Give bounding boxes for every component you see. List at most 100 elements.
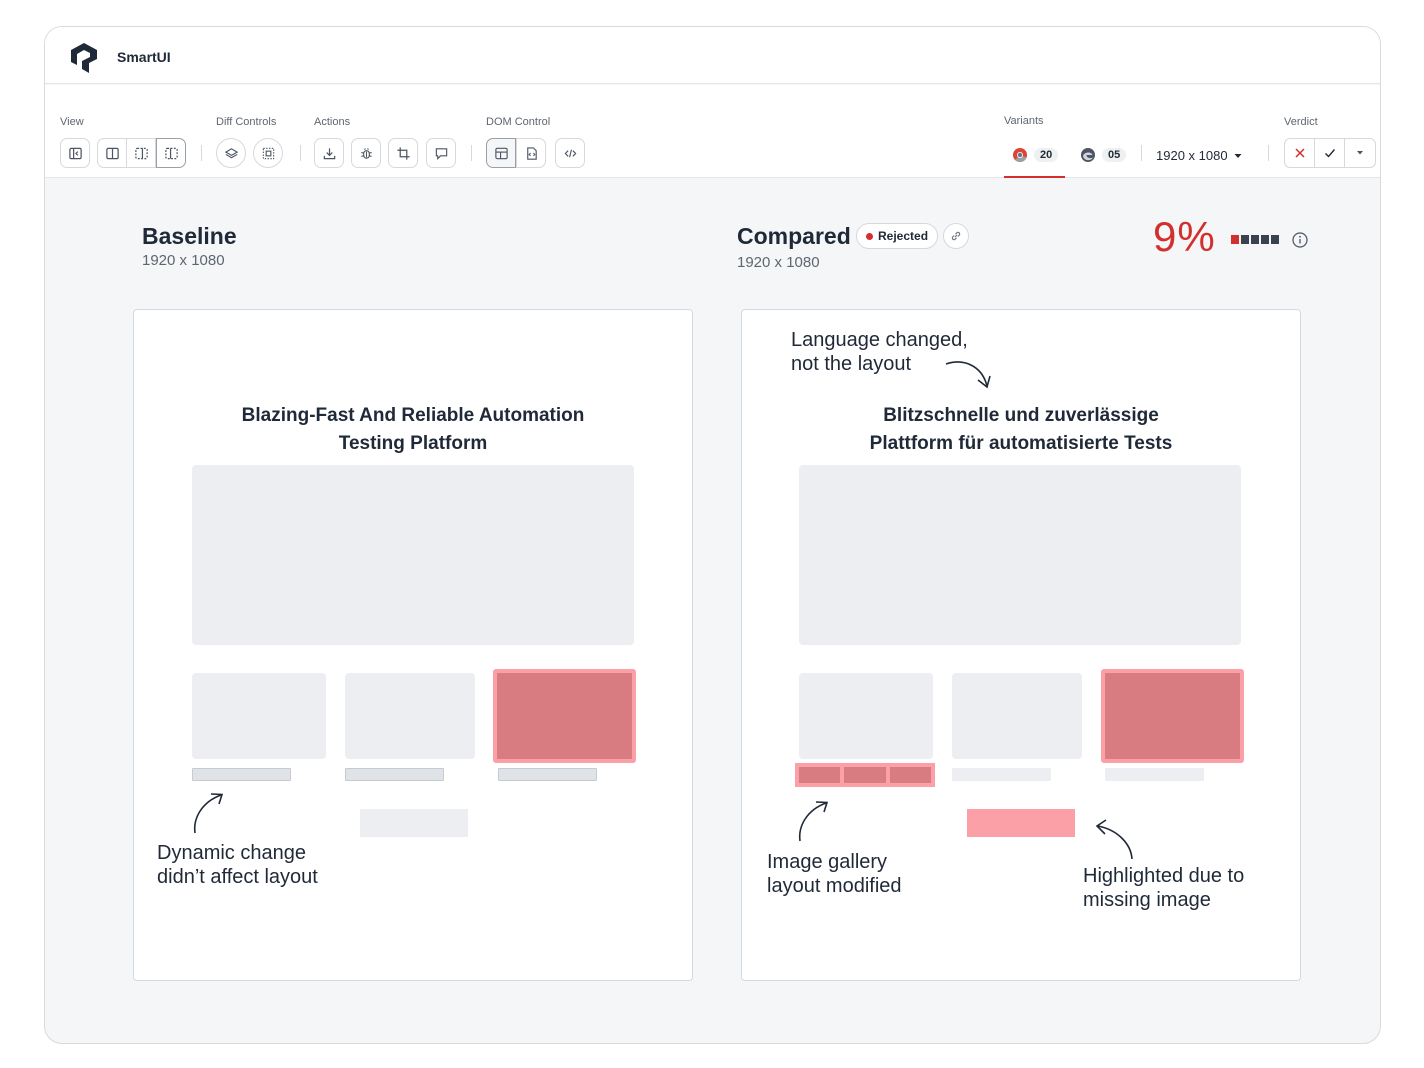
actions-group-label: Actions xyxy=(314,116,351,128)
smartui-logo-icon xyxy=(71,43,97,73)
bug-icon xyxy=(360,147,372,159)
baseline-resolution: 1920 x 1080 xyxy=(142,252,225,269)
variant-count: 20 xyxy=(1034,148,1059,162)
mismatch-bar xyxy=(1251,235,1259,244)
annotation-dynamic-line-1: Dynamic change xyxy=(157,842,306,864)
mismatch-bar xyxy=(1231,235,1239,244)
annotation-gallery-line-2: layout modified xyxy=(767,875,902,897)
title-bar: SmartUI xyxy=(45,27,1380,84)
caption-placeholder xyxy=(498,768,597,781)
annotation-arrow-icon xyxy=(193,793,224,834)
diff-highlight-cell xyxy=(844,767,886,783)
annotation-language-line-1: Language changed, xyxy=(791,329,968,351)
layers-icon xyxy=(224,147,238,158)
bounding-box-icon xyxy=(262,147,274,159)
variant-count: 05 xyxy=(1102,148,1127,162)
diff-highlight-missing-image xyxy=(967,809,1075,837)
gallery-image-placeholder xyxy=(799,673,933,759)
diff-highlight-region xyxy=(1101,669,1244,763)
view-overlay-button[interactable] xyxy=(156,138,186,168)
mismatch-bar xyxy=(1261,235,1269,244)
overlay-view-icon xyxy=(164,147,178,159)
toolbar-divider xyxy=(1268,145,1269,161)
code-icon xyxy=(564,149,576,157)
mismatch-bar xyxy=(1271,235,1279,244)
mismatch-bars xyxy=(1231,235,1279,244)
download-icon xyxy=(323,147,335,159)
caret-down-icon xyxy=(1357,151,1363,155)
toolbar-divider xyxy=(300,145,301,161)
crop-icon xyxy=(396,146,410,160)
variants-group-label: Variants xyxy=(1004,115,1044,127)
compared-title: Compared xyxy=(737,223,851,249)
caption-placeholder xyxy=(345,768,444,781)
annotation-dynamic-line-2: didn’t affect layout xyxy=(157,866,318,888)
compared-heading-line-2: Plattform für automatisierte Tests xyxy=(869,433,1173,454)
verdict-group-label: Verdict xyxy=(1284,116,1318,128)
baseline-heading-line-1: Blazing-Fast And Reliable Automation xyxy=(241,405,585,426)
view-baseline-button[interactable] xyxy=(60,138,90,168)
panel-left-icon xyxy=(68,147,82,159)
compared-heading-line-1: Blitzschnelle und zuverlässige xyxy=(883,405,1159,426)
view-side-by-side-button[interactable] xyxy=(97,138,127,168)
annotation-arrow-icon xyxy=(798,801,829,842)
mismatch-percentage: 9% xyxy=(1153,213,1216,260)
compared-screenshot[interactable]: Language changed, not the layout Blitzsc… xyxy=(741,309,1301,981)
mismatch-bar xyxy=(1241,235,1249,244)
dom-file-button[interactable] xyxy=(516,138,546,168)
toolbar-divider xyxy=(201,145,202,161)
caret-down-icon xyxy=(1234,153,1242,158)
dom-layout-button[interactable] xyxy=(486,138,516,168)
approve-button[interactable] xyxy=(1315,139,1345,167)
resolution-select[interactable]: 1920 x 1080 xyxy=(1156,148,1242,163)
view-split-button[interactable] xyxy=(126,138,156,168)
toolbar: View Diff Controls Actions DOM Control V… xyxy=(45,85,1380,178)
comment-icon xyxy=(435,147,447,160)
hero-image-placeholder xyxy=(192,465,634,645)
diff-controls-group-label: Diff Controls xyxy=(216,116,277,128)
status-badge: Rejected xyxy=(856,223,939,249)
info-icon[interactable] xyxy=(1292,232,1308,248)
variant-edge[interactable]: 05 xyxy=(1080,147,1127,163)
edge-icon xyxy=(1081,148,1095,162)
toolbar-divider xyxy=(1141,145,1142,161)
status-label: Rejected xyxy=(878,229,929,243)
baseline-screenshot[interactable]: Blazing-Fast And Reliable Automation Tes… xyxy=(133,309,693,981)
hero-image-placeholder xyxy=(799,465,1241,645)
active-variant-indicator xyxy=(1004,176,1065,178)
table-layout-icon xyxy=(494,147,508,159)
link-icon xyxy=(951,231,961,241)
annotation-gallery-line-1: Image gallery xyxy=(767,851,888,873)
copy-link-button[interactable] xyxy=(943,223,969,249)
app-window: SmartUI View Diff Controls Actions DOM C… xyxy=(44,26,1381,1044)
app-title: SmartUI xyxy=(117,49,171,65)
diff-highlight-cell xyxy=(799,767,841,783)
report-bug-button[interactable] xyxy=(351,138,381,168)
resolution-value: 1920 x 1080 xyxy=(1156,148,1228,163)
verdict-menu-button[interactable] xyxy=(1345,139,1375,167)
gallery-image-placeholder xyxy=(192,673,326,759)
toolbar-divider xyxy=(471,145,472,161)
reject-button[interactable] xyxy=(1285,139,1315,167)
comment-button[interactable] xyxy=(426,138,456,168)
download-button[interactable] xyxy=(314,138,344,168)
annotation-missing-line-2: missing image xyxy=(1083,889,1211,911)
view-group-label: View xyxy=(60,116,84,128)
crop-button[interactable] xyxy=(388,138,418,168)
variant-chrome[interactable]: 20 xyxy=(1012,147,1059,163)
status-dot xyxy=(866,232,873,240)
caption-placeholder xyxy=(952,768,1051,781)
diff-highlight-region xyxy=(493,669,636,763)
baseline-title: Baseline xyxy=(142,223,237,249)
layers-button[interactable] xyxy=(216,138,246,168)
file-code-icon xyxy=(526,146,537,160)
gallery-image-placeholder xyxy=(345,673,475,759)
close-icon xyxy=(1294,148,1305,158)
bounding-box-button[interactable] xyxy=(253,138,283,168)
annotation-arrow-icon xyxy=(1095,819,1133,860)
verdict-control xyxy=(1284,138,1376,168)
baseline-heading-line-2: Testing Platform xyxy=(338,433,488,454)
view-source-button[interactable] xyxy=(555,138,585,168)
annotation-missing-line-1: Highlighted due to xyxy=(1083,865,1245,887)
split-view-icon xyxy=(134,147,148,159)
